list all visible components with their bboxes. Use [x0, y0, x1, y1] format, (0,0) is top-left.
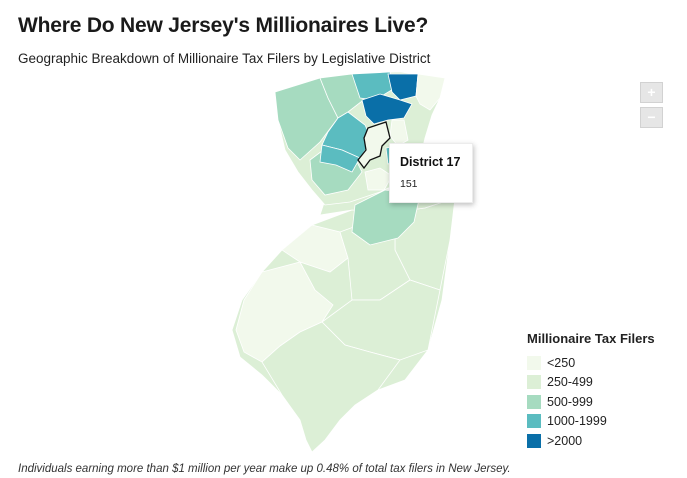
- district-17-highlighted[interactable]: [357, 121, 391, 170]
- legend-swatch: [527, 375, 541, 390]
- page-title: Where Do New Jersey's Millionaires Live?: [18, 14, 429, 37]
- legend-label: >2000: [547, 433, 583, 448]
- legend-item[interactable]: 250-499: [527, 373, 677, 393]
- district-morris[interactable]: [319, 144, 361, 173]
- zoom-in-button[interactable]: +: [640, 82, 663, 103]
- legend-label: 1000-1999: [547, 414, 607, 429]
- legend-swatch: [527, 355, 541, 370]
- district-bergen-south[interactable]: [361, 93, 413, 125]
- district-bergen-north[interactable]: [387, 73, 419, 101]
- district-passaic[interactable]: [351, 71, 396, 101]
- legend-swatch: [527, 414, 541, 429]
- tooltip-district-name: District 17: [400, 155, 461, 169]
- zoom-out-button[interactable]: −: [640, 107, 663, 128]
- legend-item[interactable]: 1000-1999: [527, 412, 677, 432]
- footnote: Individuals earning more than $1 million…: [18, 463, 511, 475]
- district-cape-may[interactable]: [261, 321, 401, 453]
- legend-item[interactable]: >2000: [527, 431, 677, 451]
- legend: Millionaire Tax Filers <250 250-499 500-…: [527, 331, 677, 451]
- district-middlesex[interactable]: [364, 167, 393, 191]
- legend-label: 500-999: [547, 394, 593, 409]
- tooltip-value: 151: [400, 178, 418, 190]
- legend-swatch: [527, 394, 541, 409]
- legend-item[interactable]: 500-999: [527, 392, 677, 412]
- district-hudson[interactable]: [415, 73, 446, 111]
- page-subtitle: Geographic Breakdown of Millionaire Tax …: [18, 51, 431, 66]
- legend-swatch: [527, 433, 541, 448]
- legend-item[interactable]: <250: [527, 353, 677, 373]
- nj-district-map[interactable]: [0, 70, 687, 460]
- legend-label: 250-499: [547, 375, 593, 390]
- legend-label: <250: [547, 355, 576, 370]
- legend-title: Millionaire Tax Filers: [527, 331, 655, 346]
- district-tooltip: District 17 151: [389, 143, 473, 203]
